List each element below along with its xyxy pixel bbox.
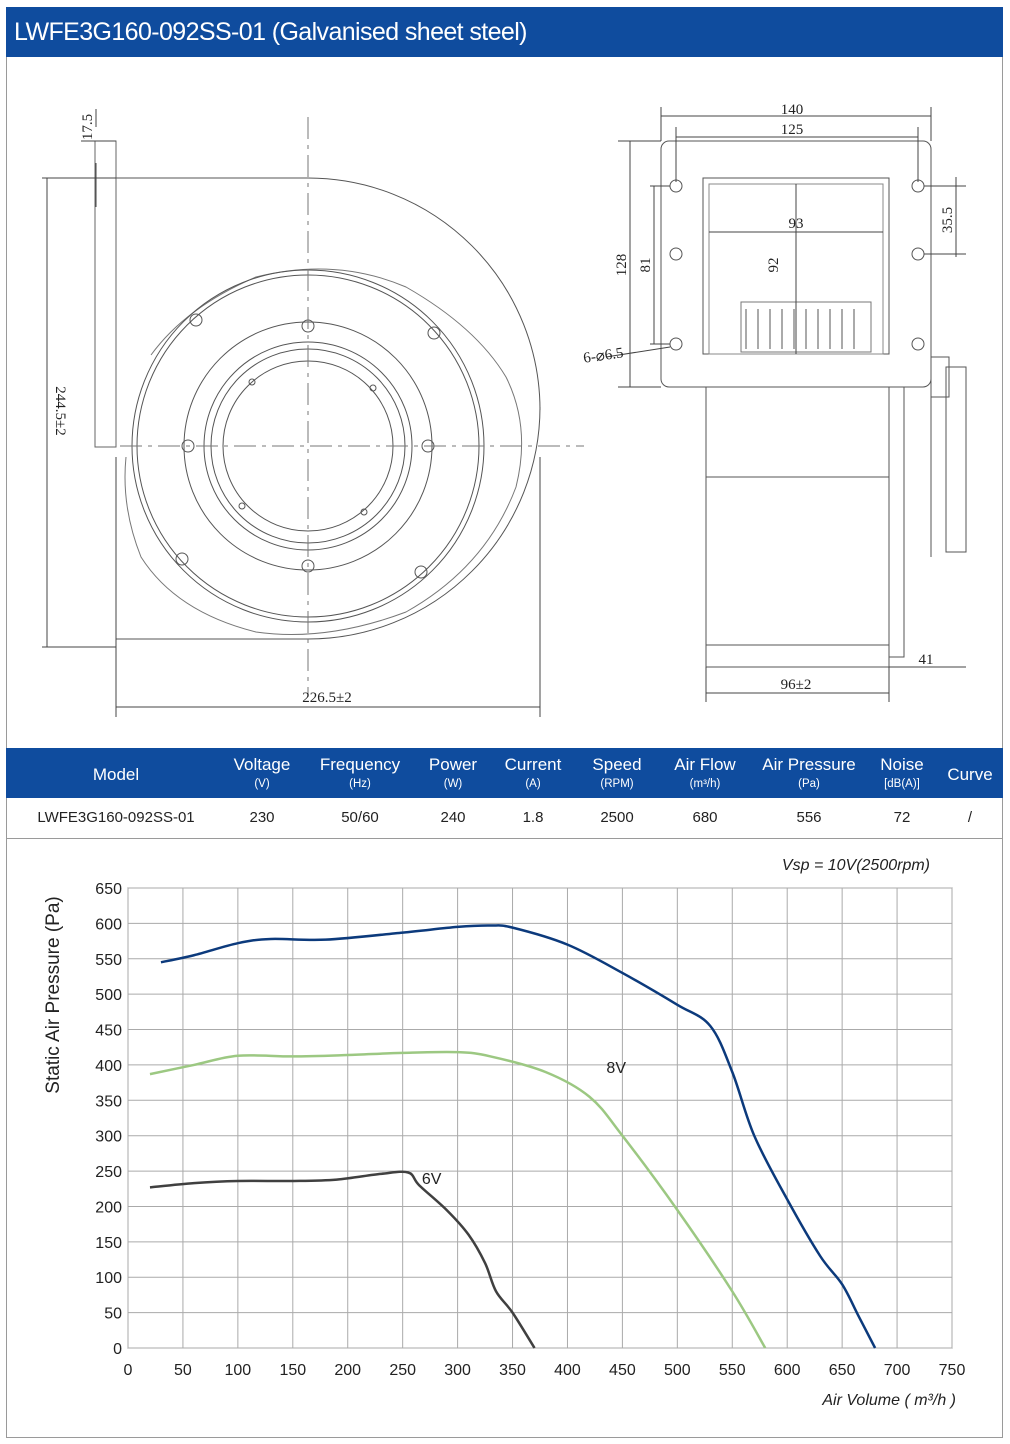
- front-view: [94, 140, 541, 640]
- cell-curve: /: [967, 809, 973, 826]
- header-curve: Curve: [947, 765, 993, 784]
- spec-table-header: Model Voltage (V) Frequency (Hz) Power (W) …: [6, 748, 1003, 798]
- dim-17-5: 17.5: [80, 114, 96, 140]
- cell-speed: 2500: [600, 809, 634, 826]
- cell-noise: 72: [893, 809, 911, 826]
- y-tick-label: 500: [95, 987, 122, 1004]
- chart-ticks: 0 50 100 150 200 250 300 350 400 450 500 550 600 650 7…: [95, 881, 965, 1379]
- page-title: LWFE3G160-092SS-01 (Galvanised sheet ste…: [14, 18, 528, 46]
- plot-area: [127, 887, 953, 1349]
- title-bar: LWFE3G160-092SS-01 (Galvanised sheet ste…: [6, 7, 1003, 57]
- header-air-flow: Air Flow (m³/h): [674, 755, 736, 790]
- chart-y-label: Static Air Pressure (Pa): [43, 896, 64, 1093]
- dim-41: 41: [919, 652, 934, 668]
- series-label-6v: 6V: [422, 1171, 442, 1188]
- header-current: Current (A): [504, 755, 562, 790]
- cell-frequency: 50/60: [341, 809, 379, 826]
- y-tick-label: 50: [104, 1306, 122, 1323]
- dim-81: 81: [638, 258, 654, 273]
- x-tick-label: 350: [499, 1362, 526, 1379]
- x-tick-label: 750: [939, 1362, 966, 1379]
- chart-x-label: Air Volume ( m³/h ): [821, 1392, 956, 1409]
- cell-power: 240: [440, 809, 466, 826]
- series-line-6v: [149, 1170, 536, 1349]
- x-tick-label: 50: [174, 1362, 192, 1379]
- chart-series: 8V 6V: [149, 924, 877, 1349]
- cell-model: LWFE3G160-092SS-01: [37, 809, 195, 826]
- content-frame: [6, 57, 1003, 1438]
- dim-244-5: 244.5±2: [52, 386, 68, 435]
- y-tick-label: 550: [95, 952, 122, 969]
- x-tick-label: 650: [829, 1362, 856, 1379]
- y-tick-label: 150: [95, 1235, 122, 1252]
- header-voltage: Voltage (V): [233, 755, 291, 790]
- x-tick-label: 250: [389, 1362, 416, 1379]
- x-tick-label: 550: [719, 1362, 746, 1379]
- dim-93: 93: [789, 216, 804, 232]
- x-tick-label: 450: [609, 1362, 636, 1379]
- y-tick-label: 200: [95, 1199, 122, 1216]
- technical-drawing: 17.5 244.5±2 226.5±2 140 125 93 35.5 128…: [42, 102, 967, 717]
- header-noise: Noise [dB(A)]: [880, 755, 924, 790]
- cell-air-flow: 680: [692, 809, 718, 826]
- dim-226-5: 226.5±2: [302, 690, 351, 706]
- header-frequency: Frequency (Hz): [319, 755, 401, 790]
- x-tick-label: 500: [664, 1362, 691, 1379]
- series-label-8v: 8V: [606, 1060, 626, 1077]
- chart-annotation: Vsp = 10V(2500rpm): [782, 857, 930, 874]
- performance-chart: 0 50 100 150 200 250 300 350 400 450 500 550 600 650 7…: [43, 857, 965, 1409]
- y-tick-label: 250: [95, 1164, 122, 1181]
- x-tick-label: 150: [279, 1362, 306, 1379]
- dim-35-5: 35.5: [940, 207, 956, 233]
- x-tick-label: 400: [554, 1362, 581, 1379]
- dim-128: 128: [614, 254, 630, 277]
- y-tick-label: 400: [95, 1058, 122, 1075]
- y-tick-label: 100: [95, 1270, 122, 1287]
- x-tick-label: 0: [124, 1362, 133, 1379]
- dim-96: 96±2: [781, 677, 812, 693]
- dim-holes: 6-⌀6.5: [582, 345, 624, 366]
- series-line-8v: [149, 1050, 767, 1349]
- dim-92: 92: [766, 258, 782, 273]
- spec-table-row: LWFE3G160-092SS-01 230 50/60 240 1.8 250…: [6, 798, 1003, 839]
- dim-140: 140: [781, 102, 804, 118]
- y-tick-label: 650: [95, 881, 122, 898]
- series-line-top: [160, 924, 877, 1349]
- chart-grid: [127, 887, 953, 1349]
- cell-voltage: 230: [249, 809, 275, 826]
- dim-125: 125: [781, 122, 804, 138]
- x-tick-label: 200: [334, 1362, 361, 1379]
- cell-air-pressure: 556: [796, 809, 822, 826]
- y-tick-label: 0: [113, 1341, 122, 1358]
- y-tick-label: 600: [95, 916, 122, 933]
- y-tick-label: 450: [95, 1023, 122, 1040]
- header-air-pressure: Air Pressure (Pa): [762, 755, 856, 790]
- x-tick-label: 700: [884, 1362, 911, 1379]
- header-power: Power (W): [428, 755, 478, 790]
- header-speed: Speed (RPM): [592, 755, 642, 790]
- side-view: [660, 140, 967, 668]
- y-tick-label: 350: [95, 1093, 122, 1110]
- x-tick-label: 300: [444, 1362, 471, 1379]
- x-tick-label: 100: [225, 1362, 252, 1379]
- cell-current: 1.8: [522, 809, 544, 826]
- header-model: Model: [92, 765, 140, 784]
- x-tick-label: 600: [774, 1362, 801, 1379]
- y-tick-label: 300: [95, 1129, 122, 1146]
